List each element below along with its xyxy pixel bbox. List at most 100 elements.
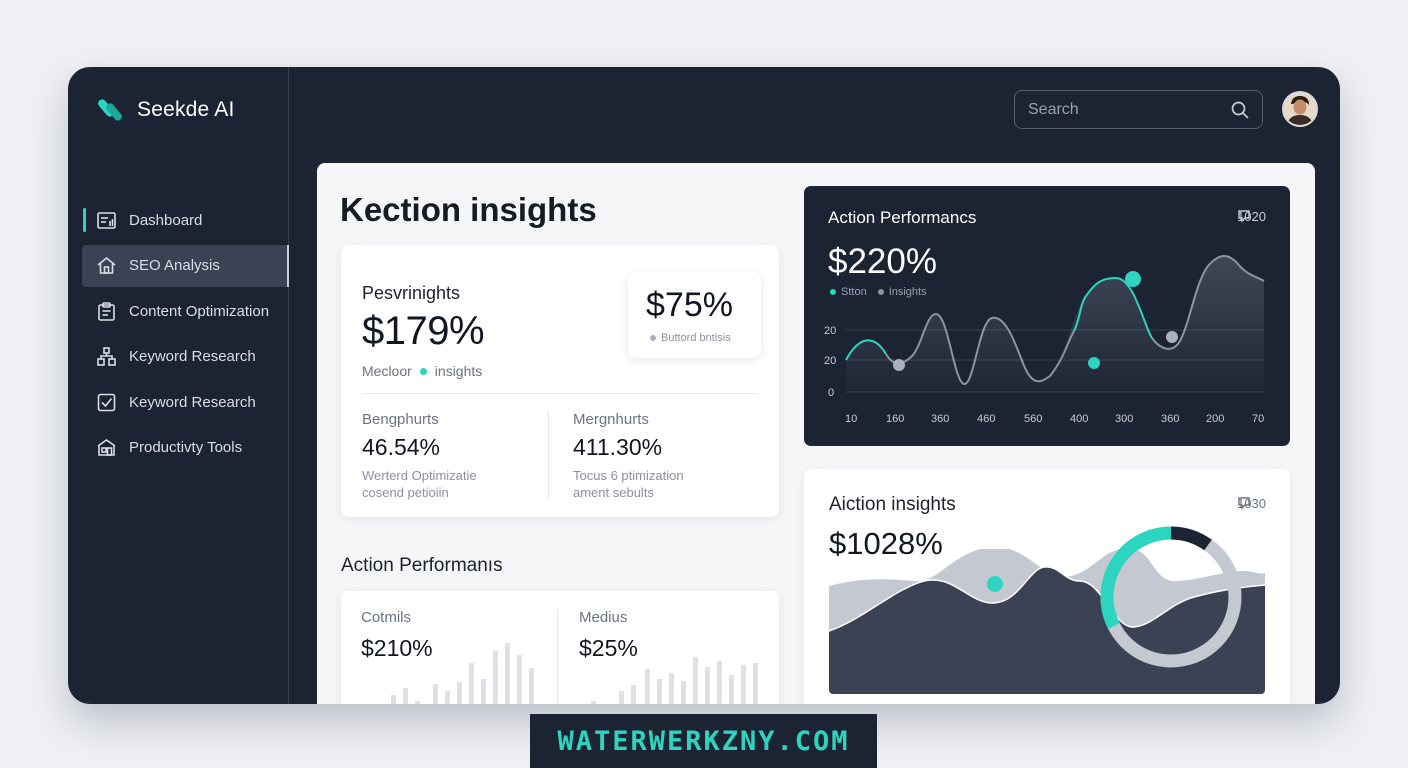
legend-right-label: insights xyxy=(434,363,483,379)
legend-b-label: Insights xyxy=(888,286,927,298)
list-icon xyxy=(97,211,116,229)
stat-value: 411.30% xyxy=(573,434,663,460)
mini-bar xyxy=(657,679,662,704)
series-line-insights xyxy=(885,255,1265,385)
inner-stat-caption: Buttord bntisis xyxy=(650,332,731,344)
logo-icon xyxy=(98,99,122,121)
mini-bar xyxy=(753,663,758,704)
x-tick-label: 70 xyxy=(1252,413,1264,425)
performance-title: Action Performancs xyxy=(828,208,977,227)
sidebar-item-label: Content Optimization xyxy=(129,302,270,320)
mini-bar xyxy=(517,655,522,704)
mini-stat-right: Medius $25% xyxy=(579,609,638,662)
mini-bar xyxy=(493,651,498,704)
comment-icon xyxy=(1238,497,1250,510)
stat-left: Bengphurts 46.54% Werterd Optimizatie co… xyxy=(362,411,477,501)
mini-bar xyxy=(631,685,636,704)
avatar[interactable] xyxy=(1282,91,1318,127)
logo[interactable]: Seekde AI xyxy=(98,95,235,125)
donut-dark-arc xyxy=(1170,526,1212,551)
mini-stat-value: $210% xyxy=(361,635,433,661)
mini-bar xyxy=(729,675,734,704)
search-input[interactable] xyxy=(1028,100,1218,119)
mini-bar xyxy=(469,663,474,704)
mini-stat-heading: Cotmils xyxy=(361,609,412,626)
mini-bar xyxy=(717,661,722,704)
watermark-banner: WATERWERKZNY.COM xyxy=(530,714,877,768)
sidebar-item-keyword-research-2[interactable]: Keyword Research xyxy=(82,381,289,423)
y-tick-label: 0 xyxy=(828,387,834,399)
clipboard-icon xyxy=(98,301,115,321)
stat-heading: Mergnhurts xyxy=(573,411,649,428)
series-line-stton xyxy=(845,276,1153,361)
mini-bar xyxy=(591,701,596,704)
inner-stat-label: Buttord bntisis xyxy=(661,332,731,344)
donut-accent-arc xyxy=(1100,526,1172,629)
x-tick-label: 560 xyxy=(1024,413,1042,425)
mini-stat-left: Cotmils $210% xyxy=(361,609,433,662)
data-point xyxy=(987,576,1003,592)
data-point xyxy=(893,359,905,371)
sidebar-item-label: SEO Analysis xyxy=(129,257,220,274)
mini-bar xyxy=(529,668,534,704)
sidebar-nav: Dashboard SEO Analysis Content Optimizat… xyxy=(82,199,289,472)
mini-bar xyxy=(741,665,746,704)
section-title: Action Performanıs xyxy=(341,555,503,576)
mini-bar-chart xyxy=(391,643,758,704)
x-tick-label: 360 xyxy=(1161,413,1179,425)
sidebar-item-productivity-tools[interactable]: Productivty Tools xyxy=(82,427,289,469)
mini-bar xyxy=(433,684,438,704)
action-insights-title: Aiction insights xyxy=(829,494,956,515)
main-panel: Kection insights Pesvrinights $179% Mecl… xyxy=(317,163,1315,704)
sidebar-item-label: Keyword Research xyxy=(129,393,256,411)
action-area-chart xyxy=(829,526,1265,694)
sidebar-item-seo-analysis[interactable]: SEO Analysis xyxy=(82,244,289,287)
performance-line-chart: 20 20 0 10 160 360 460 560 400 300 360 2… xyxy=(824,255,1265,425)
front-area-edge xyxy=(829,566,1265,632)
insights-value: $179% xyxy=(362,309,485,353)
performance-badge: 1020 xyxy=(1237,209,1266,224)
search-icon[interactable] xyxy=(1230,100,1250,120)
mini-stat-value: $25% xyxy=(579,635,638,661)
page-title: Kection insights xyxy=(340,191,597,228)
action-insights-value: $1028% xyxy=(829,526,943,561)
x-tick-label: 10 xyxy=(845,413,857,425)
mini-bar xyxy=(445,691,450,704)
mini-bar xyxy=(693,657,698,704)
sidebar-item-keyword-research[interactable]: Keyword Research xyxy=(82,336,289,378)
app-name: Seekde AI xyxy=(137,98,235,121)
y-tick-label: 20 xyxy=(824,355,836,367)
mini-bar xyxy=(645,669,650,704)
stat-value: 46.54% xyxy=(362,434,441,460)
stat-desc-2: ament sebults xyxy=(573,485,654,500)
stat-desc-1: Tocus 6 ptimization xyxy=(573,468,684,483)
mini-bar xyxy=(619,691,624,704)
tree-icon xyxy=(97,347,116,366)
user-avatar-icon xyxy=(1284,93,1316,125)
stat-desc-2: cosend petioiin xyxy=(362,485,449,500)
mini-bar xyxy=(681,681,686,704)
sidebar-item-dashboard[interactable]: Dashboard xyxy=(82,199,289,241)
stat-right: Mergnhurts 411.30% Tocus 6 ptimization a… xyxy=(573,411,684,501)
mini-bar xyxy=(669,673,674,704)
divider-vertical xyxy=(557,609,558,704)
y-tick-label: 20 xyxy=(824,325,836,337)
insights-card: Pesvrinights $179% Mecloor insights $75%… xyxy=(341,245,779,517)
legend-dot xyxy=(830,289,836,295)
x-tick-label: 160 xyxy=(886,413,904,425)
x-tick-label: 400 xyxy=(1070,413,1088,425)
sidebar-item-label: Keyword Research xyxy=(129,348,256,365)
area-fill xyxy=(846,256,1264,392)
mini-bar xyxy=(481,679,486,704)
watermark-text: WATERWERKZNY.COM xyxy=(557,726,850,757)
legend-dot xyxy=(877,289,884,295)
divider-vertical xyxy=(548,411,549,499)
insights-label: Pesvrinights xyxy=(362,283,461,303)
mini-bar xyxy=(415,701,420,704)
x-tick-label: 360 xyxy=(931,413,949,425)
inner-stat-card: $75% Buttord bntisis xyxy=(628,272,761,358)
x-tick-label: 200 xyxy=(1206,413,1224,425)
sidebar-item-label: Productivty Tools xyxy=(129,439,243,456)
sidebar-item-content-optimization[interactable]: Content Optimization xyxy=(82,290,289,332)
legend-dot xyxy=(419,367,427,375)
